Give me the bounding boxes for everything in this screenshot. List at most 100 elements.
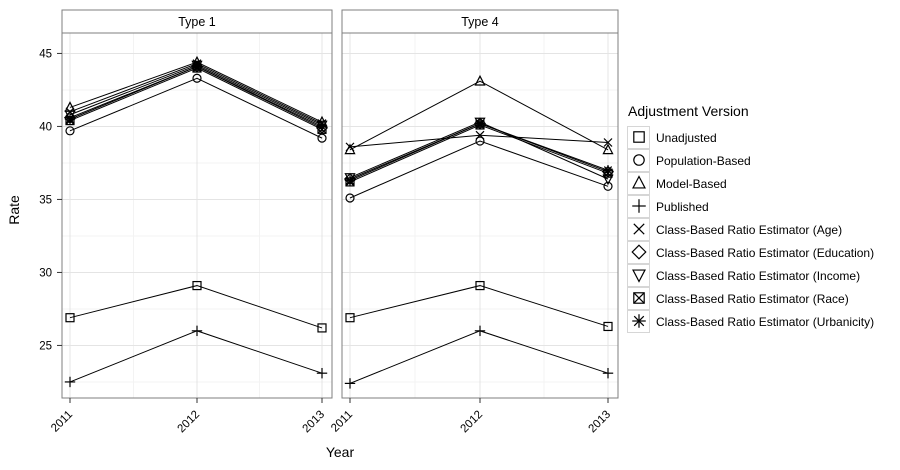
legend-key [627, 194, 650, 218]
legend-item-label: Class-Based Ratio Estimator (Age) [656, 222, 843, 237]
asterisk-icon [65, 115, 75, 124]
legend-item-label: Published [656, 199, 709, 214]
series-line [349, 122, 609, 181]
x-icon [632, 223, 645, 235]
open-square-icon [603, 321, 613, 332]
x-icon [345, 142, 355, 152]
open-circle-icon [65, 126, 75, 136]
legend-item: Published [627, 194, 874, 218]
series-markers [345, 136, 613, 203]
series-markers [345, 130, 613, 152]
open-square-icon [475, 280, 485, 291]
legend-key [627, 148, 650, 172]
open-triangle-down-icon [631, 269, 646, 283]
x-tick-label: 2012 [176, 409, 203, 436]
y-tick-label: 40 [39, 121, 52, 133]
open-circle-icon [603, 181, 613, 191]
asterisk-icon [631, 314, 646, 328]
series-line [69, 66, 323, 127]
legend-item: Class-Based Ratio Estimator (Income) [627, 263, 874, 287]
x-axis-title: Year [325, 444, 355, 460]
asterisk-icon [603, 166, 613, 175]
open-square-icon [632, 131, 645, 143]
open-circle-icon [192, 73, 202, 83]
legend-key [627, 240, 650, 264]
series-markers [345, 280, 613, 332]
facet-strip-label: Type 4 [461, 15, 499, 29]
legend-item-label: Class-Based Ratio Estimator (Race) [656, 291, 849, 306]
legend-key [627, 286, 650, 310]
open-triangle-up-icon [474, 74, 486, 86]
open-triangle-up-icon [631, 175, 646, 189]
series-line [349, 285, 609, 327]
series-line [69, 330, 323, 383]
square-x-icon [632, 292, 645, 304]
series-line [349, 121, 609, 180]
legend-item: Population-Based [627, 148, 874, 172]
legend-item: Class-Based Ratio Estimator (Education) [627, 240, 875, 264]
series-line [349, 330, 609, 384]
open-triangle-up-icon [602, 143, 614, 155]
legend-key [627, 125, 650, 149]
open-square-icon [192, 280, 202, 291]
legend-item-label: Class-Based Ratio Estimator (Urbanicity) [656, 314, 875, 329]
legend-key [627, 263, 650, 287]
legend-title: Adjustment Version [628, 103, 749, 119]
series-markers [344, 118, 614, 186]
facet-strip [341, 9, 619, 34]
open-square-icon [65, 313, 75, 323]
series-markers [64, 61, 328, 132]
asterisk-icon [633, 315, 644, 327]
legend-item: Class-Based Ratio Estimator (Age) [627, 217, 874, 241]
legend-key [627, 171, 650, 195]
legend-items: Unadjusted Population-Based Model-Based Pub… [627, 125, 875, 333]
open-triangle-up-icon [631, 175, 646, 189]
square-x-icon [632, 292, 645, 304]
series-line [69, 285, 323, 329]
series-markers [65, 73, 327, 143]
open-square-icon [632, 131, 645, 143]
y-axis-title: Rate [6, 195, 22, 225]
series-line [349, 122, 609, 180]
facet-strip-label: Type 1 [178, 15, 216, 29]
open-triangle-down-icon [64, 110, 76, 122]
y-tick-label: 25 [39, 340, 52, 352]
legend-item-label: Population-Based [656, 153, 751, 168]
x-tick-label: 2011 [49, 409, 75, 435]
asterisk-icon [345, 176, 355, 185]
open-square-icon [317, 323, 327, 333]
open-circle-icon [475, 136, 485, 146]
open-circle-icon [345, 193, 355, 203]
legend-item-label: Class-Based Ratio Estimator (Income) [656, 268, 861, 283]
legend-item: Class-Based Ratio Estimator (Urbanicity) [627, 309, 875, 333]
x-tick-label: 2012 [459, 409, 486, 436]
legend-item: Unadjusted [627, 125, 874, 149]
series-markers [344, 325, 614, 389]
x-icon [632, 223, 645, 235]
y-tick-label: 30 [39, 267, 52, 279]
x-icon [603, 138, 613, 147]
legend-item-label: Class-Based Ratio Estimator (Education) [656, 245, 875, 260]
open-circle-icon [632, 154, 645, 166]
asterisk-icon [317, 122, 327, 131]
open-diamond-icon [630, 244, 647, 260]
series-line [69, 77, 323, 139]
square-x-icon [632, 292, 645, 304]
open-diamond-icon [630, 244, 647, 260]
plus-icon [631, 199, 646, 213]
open-square-icon [345, 313, 355, 323]
open-triangle-down-icon [631, 269, 646, 283]
y-tick-label: 35 [39, 194, 52, 206]
series-markers [65, 280, 327, 333]
legend: Adjustment Version Unadjusted Population-… [627, 103, 874, 333]
open-circle-icon [632, 154, 645, 166]
legend-key [627, 217, 650, 241]
asterisk-icon [192, 62, 202, 71]
open-circle-icon [317, 133, 327, 143]
legend-item: Model-Based [627, 171, 874, 195]
legend-item-label: Model-Based [656, 176, 727, 191]
asterisk-icon [475, 119, 485, 128]
facet-strip [61, 9, 333, 34]
